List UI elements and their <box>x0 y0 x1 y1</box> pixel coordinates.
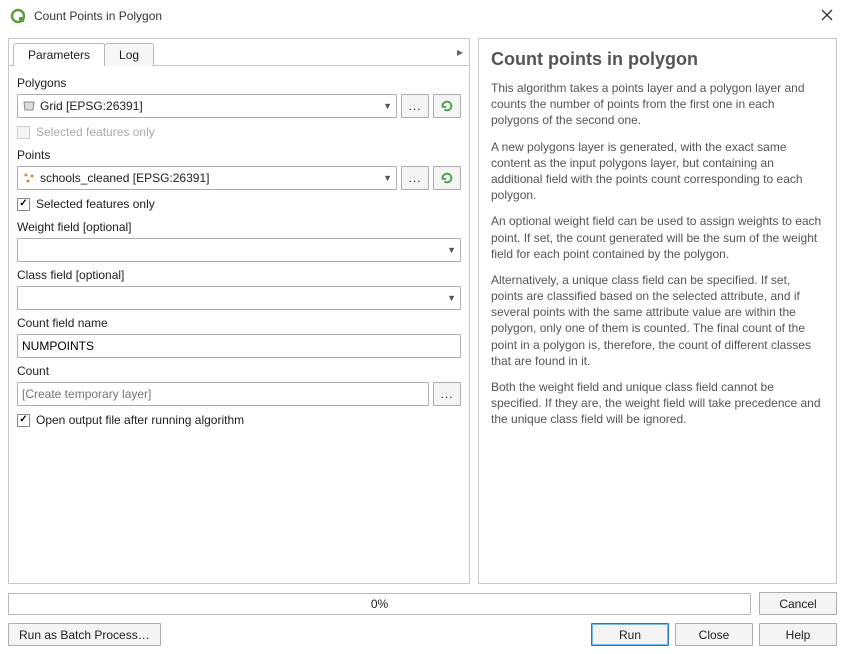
polygons-combo[interactable]: Grid [EPSG:26391] ▼ <box>17 94 397 118</box>
tab-parameters-label: Parameters <box>28 48 90 62</box>
count-output-label: Count <box>17 364 461 378</box>
help-button-label: Help <box>786 628 811 642</box>
chevron-down-icon: ▼ <box>383 101 392 111</box>
open-output-row[interactable]: Open output file after running algorithm <box>17 410 461 430</box>
tab-bar: Parameters Log ▸ <box>9 39 469 66</box>
ellipsis-icon: ... <box>408 99 421 113</box>
tab-log[interactable]: Log <box>104 43 154 66</box>
points-browse-button[interactable]: ... <box>401 166 429 190</box>
polygons-label: Polygons <box>17 76 461 90</box>
help-paragraph: A new polygons layer is generated, with … <box>491 139 824 204</box>
window-title: Count Points in Polygon <box>34 9 162 23</box>
class-combo[interactable]: ▼ <box>17 286 461 310</box>
collapse-help-icon[interactable]: ▸ <box>457 45 463 59</box>
tab-parameters[interactable]: Parameters <box>13 43 105 66</box>
polygons-value: Grid [EPSG:26391] <box>40 99 143 113</box>
count-output-browse-button[interactable]: ... <box>433 382 461 406</box>
batch-button[interactable]: Run as Batch Process… <box>8 623 161 646</box>
chevron-down-icon: ▼ <box>447 293 456 303</box>
polygons-selected-only-row: Selected features only <box>17 122 461 142</box>
run-button[interactable]: Run <box>591 623 669 646</box>
polygon-layer-icon <box>22 99 36 113</box>
cancel-button-label: Cancel <box>779 597 816 611</box>
batch-button-label: Run as Batch Process… <box>19 628 150 642</box>
close-button[interactable]: Close <box>675 623 753 646</box>
polygons-iterate-button[interactable] <box>433 94 461 118</box>
close-icon[interactable] <box>819 7 835 26</box>
help-panel: Count points in polygon This algorithm t… <box>478 38 837 584</box>
countfield-input[interactable] <box>22 339 456 353</box>
progress-bar: 0% <box>8 593 751 615</box>
polygons-selected-only-checkbox <box>17 126 30 139</box>
points-value: schools_cleaned [EPSG:26391] <box>40 171 209 185</box>
points-iterate-button[interactable] <box>433 166 461 190</box>
tab-log-label: Log <box>119 48 139 62</box>
help-paragraph: Alternatively, a unique class field can … <box>491 272 824 369</box>
help-paragraph: Both the weight field and unique class f… <box>491 379 824 428</box>
left-panel: Parameters Log ▸ Polygons Grid [EPSG:263… <box>8 38 470 584</box>
content-area: Parameters Log ▸ Polygons Grid [EPSG:263… <box>0 32 845 584</box>
points-label: Points <box>17 148 461 162</box>
polygons-browse-button[interactable]: ... <box>401 94 429 118</box>
help-paragraph: This algorithm takes a points layer and … <box>491 80 824 129</box>
chevron-down-icon: ▼ <box>447 245 456 255</box>
point-layer-icon <box>22 171 36 185</box>
open-output-label: Open output file after running algorithm <box>36 413 244 427</box>
run-button-label: Run <box>619 628 641 642</box>
weight-label: Weight field [optional] <box>17 220 461 234</box>
class-label: Class field [optional] <box>17 268 461 282</box>
points-selected-only-row[interactable]: Selected features only <box>17 194 461 214</box>
bottom-bar: 0% Cancel Run as Batch Process… Run Clos… <box>0 584 845 654</box>
parameters-form: Polygons Grid [EPSG:26391] ▼ ... <box>9 66 469 583</box>
countfield-label: Count field name <box>17 316 461 330</box>
chevron-down-icon: ▼ <box>383 173 392 183</box>
qgis-icon <box>10 8 26 24</box>
points-selected-only-checkbox[interactable] <box>17 198 30 211</box>
help-title: Count points in polygon <box>491 49 824 70</box>
help-button[interactable]: Help <box>759 623 837 646</box>
open-output-checkbox[interactable] <box>17 414 30 427</box>
points-selected-only-label: Selected features only <box>36 197 155 211</box>
count-output-input-wrap[interactable] <box>17 382 429 406</box>
ellipsis-icon: ... <box>408 171 421 185</box>
titlebar: Count Points in Polygon <box>0 0 845 32</box>
help-paragraph: An optional weight field can be used to … <box>491 213 824 262</box>
cancel-button[interactable]: Cancel <box>759 592 837 615</box>
points-combo[interactable]: schools_cleaned [EPSG:26391] ▼ <box>17 166 397 190</box>
ellipsis-icon: ... <box>440 387 453 401</box>
progress-text: 0% <box>371 597 388 611</box>
polygons-selected-only-label: Selected features only <box>36 125 155 139</box>
close-button-label: Close <box>699 628 730 642</box>
count-output-input[interactable] <box>22 387 424 401</box>
weight-combo[interactable]: ▼ <box>17 238 461 262</box>
dialog-root: Count Points in Polygon Parameters Log ▸… <box>0 0 845 654</box>
countfield-input-wrap[interactable] <box>17 334 461 358</box>
